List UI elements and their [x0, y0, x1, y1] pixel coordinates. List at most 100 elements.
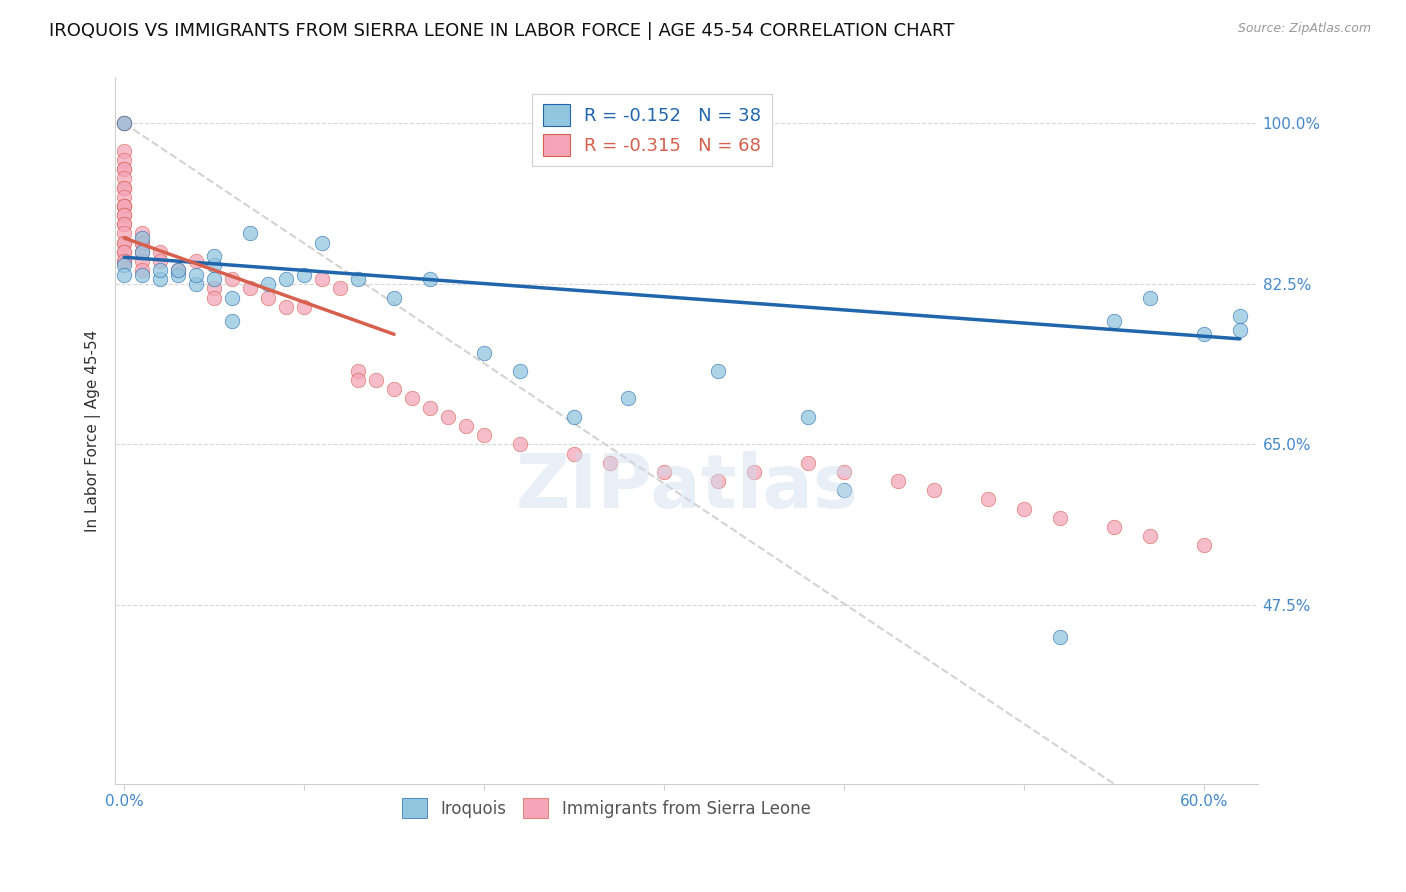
- Point: [292, 268, 315, 282]
- Point: [112, 116, 135, 130]
- Point: [707, 474, 730, 488]
- Point: [366, 373, 388, 387]
- Point: [707, 364, 730, 378]
- Point: [131, 235, 153, 250]
- Point: [1192, 327, 1215, 342]
- Point: [347, 373, 370, 387]
- Point: [1012, 501, 1035, 516]
- Point: [131, 231, 153, 245]
- Point: [257, 277, 280, 291]
- Point: [112, 180, 135, 194]
- Point: [112, 244, 135, 259]
- Point: [131, 263, 153, 277]
- Point: [1139, 291, 1161, 305]
- Point: [112, 116, 135, 130]
- Point: [112, 259, 135, 273]
- Point: [276, 300, 298, 314]
- Point: [112, 199, 135, 213]
- Point: [437, 409, 460, 424]
- Point: [347, 364, 370, 378]
- Point: [112, 217, 135, 231]
- Point: [347, 272, 370, 286]
- Point: [112, 144, 135, 158]
- Point: [112, 199, 135, 213]
- Point: [112, 253, 135, 268]
- Point: [221, 291, 243, 305]
- Point: [186, 253, 208, 268]
- Point: [186, 277, 208, 291]
- Point: [311, 235, 333, 250]
- Point: [311, 272, 333, 286]
- Point: [562, 446, 585, 460]
- Point: [1102, 313, 1125, 327]
- Point: [797, 409, 820, 424]
- Point: [509, 364, 531, 378]
- Point: [186, 268, 208, 282]
- Point: [112, 180, 135, 194]
- Point: [509, 437, 531, 451]
- Point: [832, 465, 855, 479]
- Point: [652, 465, 675, 479]
- Point: [112, 235, 135, 250]
- Point: [202, 259, 225, 273]
- Point: [887, 474, 910, 488]
- Point: [472, 428, 495, 442]
- Point: [1229, 309, 1251, 323]
- Point: [202, 291, 225, 305]
- Point: [1049, 630, 1071, 644]
- Point: [131, 253, 153, 268]
- Point: [276, 272, 298, 286]
- Point: [454, 419, 477, 434]
- Point: [221, 272, 243, 286]
- Point: [832, 483, 855, 498]
- Point: [1139, 529, 1161, 543]
- Point: [977, 492, 1000, 507]
- Point: [1049, 510, 1071, 524]
- Point: [131, 244, 153, 259]
- Point: [112, 235, 135, 250]
- Point: [419, 272, 441, 286]
- Point: [112, 268, 135, 282]
- Point: [112, 208, 135, 222]
- Y-axis label: In Labor Force | Age 45-54: In Labor Force | Age 45-54: [86, 329, 101, 532]
- Text: IROQUOIS VS IMMIGRANTS FROM SIERRA LEONE IN LABOR FORCE | AGE 45-54 CORRELATION : IROQUOIS VS IMMIGRANTS FROM SIERRA LEONE…: [49, 22, 955, 40]
- Point: [112, 227, 135, 241]
- Point: [149, 272, 172, 286]
- Point: [1229, 323, 1251, 337]
- Point: [382, 382, 405, 396]
- Point: [599, 456, 621, 470]
- Point: [167, 268, 190, 282]
- Point: [112, 253, 135, 268]
- Point: [221, 313, 243, 327]
- Point: [112, 171, 135, 186]
- Point: [131, 244, 153, 259]
- Point: [401, 392, 423, 406]
- Point: [562, 409, 585, 424]
- Point: [112, 153, 135, 167]
- Point: [419, 401, 441, 415]
- Point: [112, 116, 135, 130]
- Point: [202, 249, 225, 263]
- Point: [382, 291, 405, 305]
- Point: [329, 281, 352, 295]
- Point: [149, 263, 172, 277]
- Point: [1192, 538, 1215, 552]
- Point: [131, 227, 153, 241]
- Point: [112, 208, 135, 222]
- Point: [202, 272, 225, 286]
- Point: [617, 392, 640, 406]
- Text: Source: ZipAtlas.com: Source: ZipAtlas.com: [1237, 22, 1371, 36]
- Point: [239, 281, 262, 295]
- Point: [149, 253, 172, 268]
- Point: [167, 263, 190, 277]
- Point: [472, 345, 495, 359]
- Point: [797, 456, 820, 470]
- Point: [239, 227, 262, 241]
- Text: ZIPatlas: ZIPatlas: [515, 450, 858, 524]
- Point: [112, 199, 135, 213]
- Point: [131, 235, 153, 250]
- Point: [112, 162, 135, 177]
- Point: [292, 300, 315, 314]
- Point: [167, 263, 190, 277]
- Point: [112, 189, 135, 203]
